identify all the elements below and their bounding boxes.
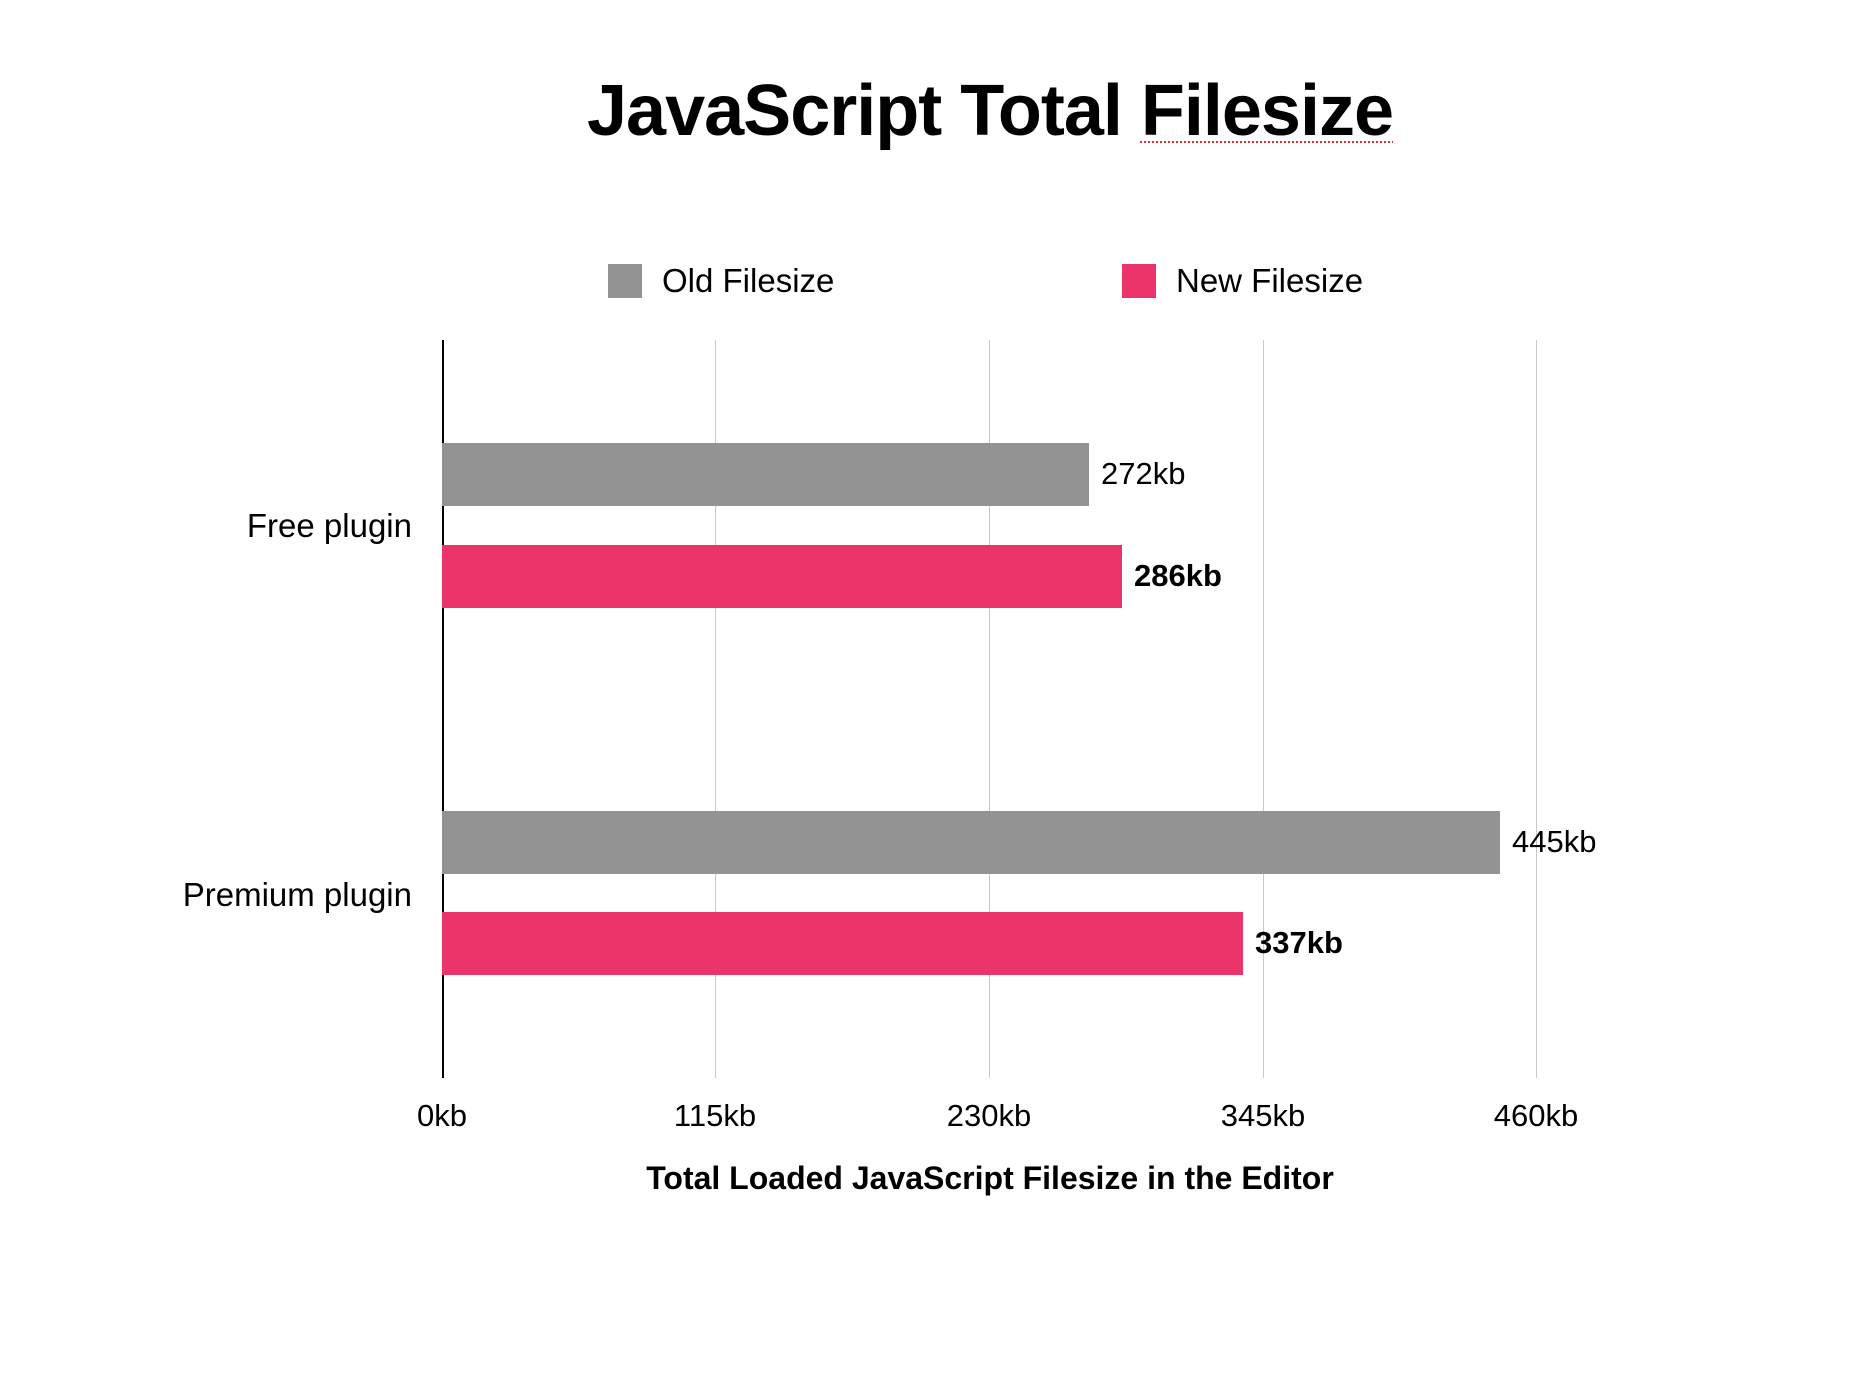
gridline-115 [715, 340, 716, 1078]
gridline-230 [989, 340, 990, 1078]
y-axis-line [442, 340, 444, 1078]
x-axis-label: Total Loaded JavaScript Filesize in the … [646, 1160, 1334, 1196]
chart-title-part1: JavaScript Total [587, 71, 1141, 151]
bar-free-new [442, 545, 1122, 608]
plot-area: 272kb 286kb 445kb 337kb [442, 340, 1596, 1078]
x-tick-460: 460kb [1493, 1098, 1579, 1133]
category-label-free: Free plugin [246, 507, 412, 544]
bar-free-old [442, 443, 1089, 506]
legend-label-old: Old Filesize [662, 262, 835, 299]
bar-label-premium-new: 337kb [1255, 925, 1343, 960]
chart-title: JavaScript Total Filesize [0, 70, 1850, 152]
gridline-460 [1536, 340, 1537, 1078]
bar-label-free-old: 272kb [1101, 456, 1186, 491]
x-tick-230: 230kb [946, 1098, 1032, 1133]
gridline-345 [1263, 340, 1264, 1078]
bar-premium-new [442, 912, 1243, 975]
x-tick-0: 0kb [417, 1098, 467, 1133]
x-tick-115: 115kb [673, 1098, 757, 1133]
bar-label-free-new: 286kb [1134, 558, 1222, 593]
legend-item-old: Old Filesize [608, 262, 834, 300]
legend-label-new: New Filesize [1176, 262, 1364, 299]
bar-label-premium-old: 445kb [1512, 824, 1597, 859]
bar-premium-old [442, 811, 1500, 874]
legend-swatch-old-icon [608, 264, 642, 298]
legend-swatch-new-icon [1122, 264, 1156, 298]
category-label-premium: Premium plugin [182, 876, 412, 913]
legend-item-new: New Filesize [1122, 262, 1363, 300]
chart-title-part2: Filesize [1140, 71, 1394, 151]
x-tick-345: 345kb [1220, 1098, 1306, 1133]
